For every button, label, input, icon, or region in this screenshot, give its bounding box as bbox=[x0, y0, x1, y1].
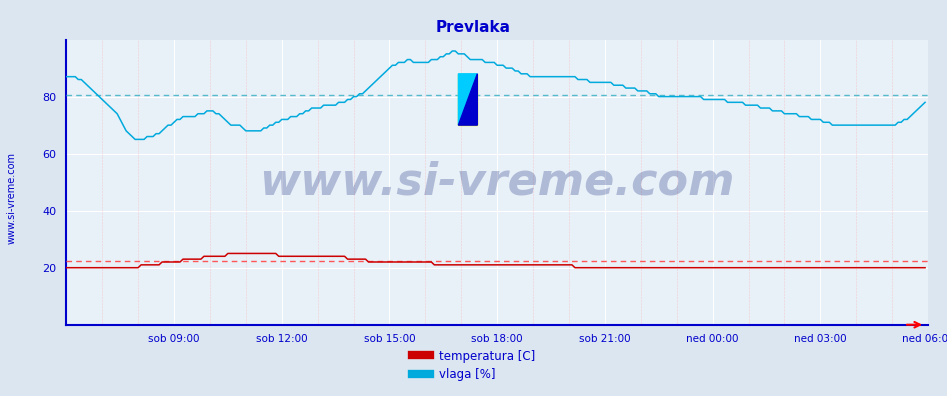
Text: www.si-vreme.com: www.si-vreme.com bbox=[7, 152, 16, 244]
Legend: temperatura [C], vlaga [%]: temperatura [C], vlaga [%] bbox=[407, 345, 540, 386]
Polygon shape bbox=[458, 74, 477, 125]
Polygon shape bbox=[458, 74, 477, 125]
Polygon shape bbox=[458, 74, 477, 125]
Text: Prevlaka: Prevlaka bbox=[436, 20, 511, 35]
Text: www.si-vreme.com: www.si-vreme.com bbox=[259, 161, 735, 204]
